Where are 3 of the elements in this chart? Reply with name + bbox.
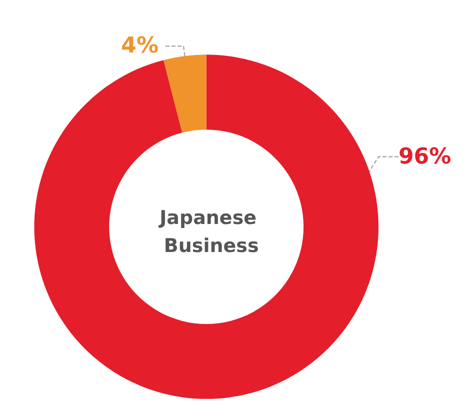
- data-label: 96%: [398, 144, 452, 170]
- text: Japanese Business: [158, 206, 264, 257]
- data-label: 4%: [121, 34, 159, 59]
